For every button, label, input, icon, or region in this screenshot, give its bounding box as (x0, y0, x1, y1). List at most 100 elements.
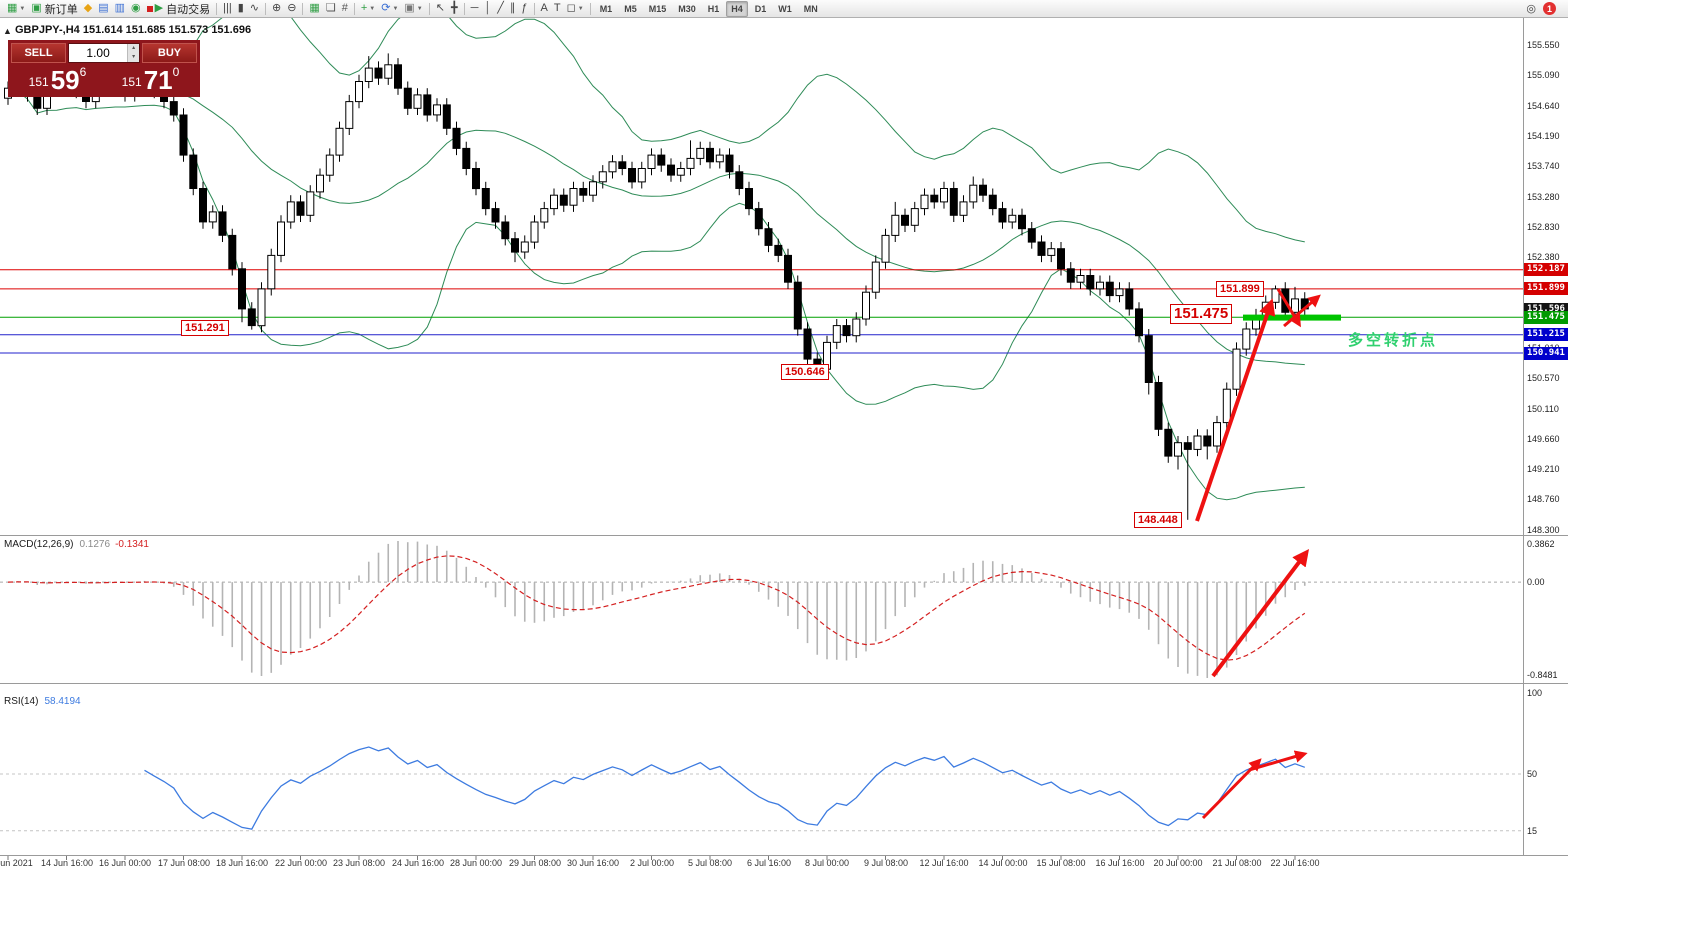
price-axis-label: 154.190 (1527, 131, 1560, 141)
compass-icon[interactable]: ◆ (81, 1, 95, 16)
timeframe-button-mn[interactable]: MN (803, 3, 818, 14)
crosshair-icon: ╋ (450, 2, 458, 14)
add-indicator-icon[interactable]: + ▼ (358, 1, 378, 16)
horizontal-line-icon[interactable]: ─ (468, 1, 482, 16)
macd-axis-top: 0.3862 (1527, 539, 1555, 549)
price-axis-badge: 152.187 (1524, 263, 1568, 276)
trendline-icon[interactable]: ╱ (494, 1, 507, 16)
time-axis-label: 17 Jun 08:00 (157, 858, 211, 868)
zoom-in-icon[interactable]: ⊕ (269, 1, 284, 16)
data-window-icon[interactable]: ▥ (112, 1, 128, 16)
timeframe-button-m5[interactable]: M5 (624, 3, 637, 14)
search-icon[interactable]: ◎ (1526, 3, 1536, 15)
sell-price[interactable]: 151 59 6 (11, 63, 104, 94)
timeframe-button-m15[interactable]: M15 (648, 3, 667, 14)
toolbar-separator (302, 2, 304, 15)
macd-signal-value: -0.1341 (115, 539, 149, 550)
buy-button[interactable]: BUY (142, 43, 197, 63)
price-axis-label: 155.090 (1527, 70, 1560, 80)
add-indicator-icon: + (360, 2, 368, 14)
timeframe-button-d1[interactable]: D1 (754, 3, 767, 14)
annotation-note[interactable]: 多空转折点 (1348, 332, 1439, 349)
fibonacci-icon[interactable]: ƒ (518, 1, 530, 16)
template-icon: ▣ (404, 2, 415, 14)
timeframe-button-h4[interactable]: H4 (726, 0, 748, 17)
autotrading-button[interactable]: ▶ 自动交易 (144, 1, 213, 16)
time-axis-label: 6 Jul 16:00 (746, 858, 792, 868)
price-axis-badge: 151.215 (1524, 328, 1568, 341)
cursor-icon: ↖ (435, 2, 445, 14)
price-axis-label: 149.660 (1527, 434, 1560, 444)
time-axis-label: 9 Jul 08:00 (863, 858, 909, 868)
cascade-windows-icon[interactable]: ❏ (323, 1, 339, 16)
buy-price-big: 71 (143, 65, 173, 95)
price-annotation-label[interactable]: 151.291 (181, 320, 229, 336)
shapes-icon[interactable]: ◻ ▼ (564, 1, 587, 16)
time-axis-label: 5 Jul 08:00 (687, 858, 733, 868)
text-icon[interactable]: A (538, 1, 551, 16)
new-order-button-label: 新订单 (44, 3, 78, 16)
buy-price[interactable]: 151 71 0 (104, 63, 197, 94)
rsi-title: RSI(14) 58.4194 (4, 696, 81, 707)
volume-up-icon[interactable]: ▴ (132, 45, 136, 51)
price-annotation-label[interactable]: 148.448 (1134, 512, 1182, 528)
timeframe-button-w1[interactable]: W1 (778, 3, 792, 14)
time-axis-label: 16 Jun 00:00 (98, 858, 152, 868)
bar-chart-icon[interactable]: ||| (220, 1, 235, 16)
notification-badge[interactable]: 1 (1543, 2, 1556, 15)
toolbar-separator (216, 2, 218, 15)
crosshair-icon[interactable]: ╋ (448, 1, 461, 16)
time-axis-label: 23 Jun 08:00 (332, 858, 386, 868)
volume-input-wrap: ▴ ▾ (68, 43, 140, 63)
price-annotation-label[interactable]: 151.899 (1216, 281, 1264, 297)
rsi-axis-label: 100 (1527, 688, 1543, 698)
macd-main-value: 0.1276 (79, 539, 111, 550)
price-axis-label: 150.570 (1527, 373, 1560, 383)
price-annotation-label[interactable]: 150.646 (781, 364, 829, 380)
new-chart-icon[interactable]: ▦ ▼ (4, 1, 28, 16)
zoom-out-icon[interactable]: ⊖ (284, 1, 299, 16)
bollinger-middle-band (7, 84, 1305, 366)
price-annotation-label[interactable]: 151.475 (1170, 304, 1233, 324)
tile-windows-icon: ▦ (309, 2, 320, 14)
buy-price-prefix: 151 (121, 75, 142, 89)
sell-button[interactable]: SELL (11, 43, 66, 63)
line-chart-icon[interactable]: ∿ (247, 1, 262, 16)
macd-axis-zero: 0.00 (1527, 577, 1545, 587)
macd-histogram (16, 541, 1306, 678)
price-chart[interactable] (0, 0, 1568, 939)
template-icon[interactable]: ▣ ▼ (401, 1, 425, 16)
channel-icon[interactable]: ∥ (507, 1, 519, 16)
bollinger-bands[interactable] (7, 0, 1305, 501)
trend-arrows[interactable] (1195, 288, 1321, 820)
chevron-down-icon: ▼ (369, 5, 376, 12)
period-icon[interactable]: ⟳ ▼ (378, 1, 401, 16)
market-watch-icon[interactable]: ▤ (95, 1, 111, 16)
vertical-line-icon[interactable]: │ (481, 1, 494, 16)
buy-price-sup: 0 (172, 65, 180, 79)
rsi-axis-label: 15 (1527, 826, 1538, 836)
timeframe-button-m30[interactable]: M30 (678, 3, 696, 14)
toolbar-separator (533, 2, 535, 15)
volume-input[interactable] (69, 44, 128, 62)
trend-arrow (1195, 298, 1276, 522)
price-axis-label: 153.740 (1527, 161, 1560, 171)
time-axis-label: 20 Jul 00:00 (1153, 858, 1203, 868)
price-axis-label: 152.830 (1527, 222, 1560, 232)
tile-windows-icon[interactable]: ▦ (306, 1, 322, 16)
candlestick-series[interactable] (4, 53, 1309, 520)
price-axis-label: 149.210 (1527, 464, 1560, 474)
cursor-icon[interactable]: ↖ (433, 1, 448, 16)
timeframe-button-m1[interactable]: M1 (599, 3, 613, 14)
time-axis-label: 21 Jul 08:00 (1212, 858, 1262, 868)
candlestick-chart-icon[interactable]: ▮ (235, 1, 247, 16)
label-icon: T (553, 2, 561, 14)
panel-collapse-icon[interactable]: ▲ (3, 26, 12, 36)
label-icon[interactable]: T (551, 1, 564, 16)
grid-icon[interactable]: # (339, 1, 351, 16)
bar-chart-icon: ||| (223, 2, 232, 14)
strategy-tester-icon[interactable]: ◉ (128, 1, 144, 16)
volume-down-icon[interactable]: ▾ (132, 54, 136, 60)
timeframe-button-h1[interactable]: H1 (707, 3, 720, 14)
new-order-button[interactable]: ▣ 新订单 (28, 1, 80, 16)
